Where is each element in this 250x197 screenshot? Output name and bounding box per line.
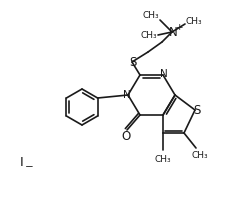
Text: CH₃: CH₃ [143, 10, 159, 20]
Text: S: S [129, 56, 137, 69]
Text: N: N [160, 69, 168, 79]
Text: N: N [123, 90, 131, 100]
Text: S: S [193, 103, 201, 116]
Text: CH₃: CH₃ [155, 154, 171, 164]
Text: CH₃: CH₃ [192, 151, 208, 161]
Text: CH₃: CH₃ [141, 31, 157, 40]
Text: −: − [24, 162, 34, 172]
Text: CH₃: CH₃ [186, 17, 202, 25]
Text: +: + [175, 22, 183, 32]
Text: I: I [20, 156, 24, 169]
Text: N: N [168, 25, 177, 38]
Text: O: O [122, 130, 130, 143]
